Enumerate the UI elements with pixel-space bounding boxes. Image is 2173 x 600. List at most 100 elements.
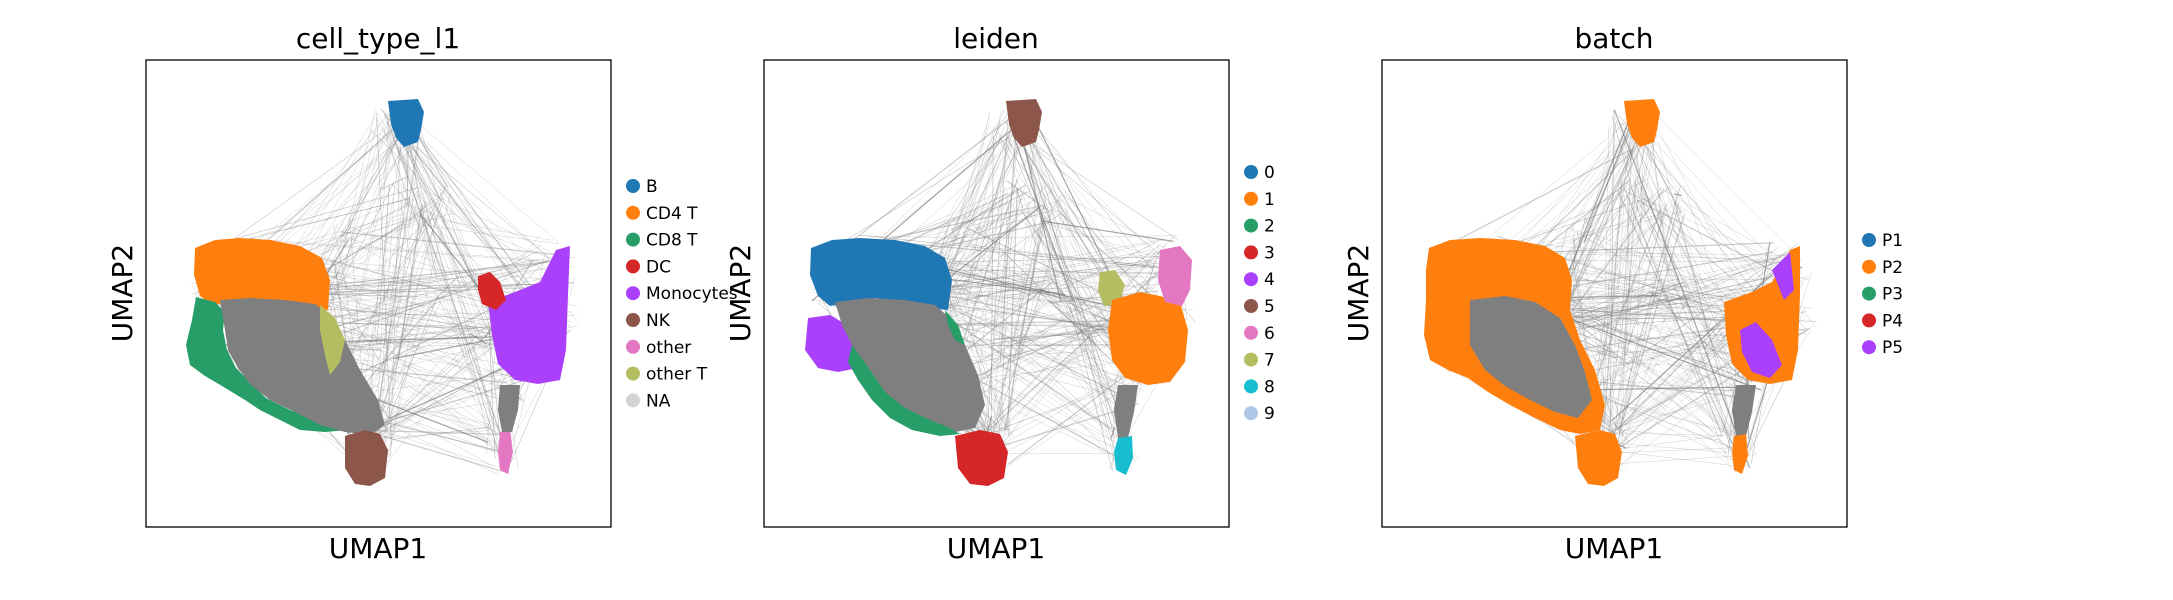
graph-edge: [416, 133, 523, 294]
legend-swatch: [1862, 233, 1876, 247]
cluster-layer: [1424, 99, 1800, 486]
graph-edge: [1616, 189, 1735, 448]
legend-swatch: [1244, 191, 1258, 206]
graph-edge: [949, 124, 1001, 279]
graph-edge: [1611, 262, 1786, 422]
graph-edge: [1057, 290, 1077, 304]
graph-edge: [1620, 122, 1755, 448]
graph-edge: [953, 290, 967, 296]
graph-edge: [1040, 220, 1174, 242]
graph-edge: [319, 318, 503, 382]
graph-edge: [993, 428, 1009, 433]
plot-frame: [145, 59, 612, 528]
graph-edge: [959, 323, 1116, 388]
graph-edge: [883, 131, 1015, 236]
graph-edge: [451, 245, 542, 292]
graph-edge: [966, 115, 1018, 305]
graph-edge: [1569, 382, 1756, 393]
graph-edge: [1601, 121, 1616, 455]
graph-edge: [1624, 203, 1667, 361]
graph-edge: [1612, 109, 1730, 436]
graph-edge: [341, 282, 511, 430]
graph-edge: [1021, 120, 1128, 434]
cluster-dc: [478, 272, 506, 310]
graph-edge: [488, 326, 496, 460]
legend-label: P3: [1882, 285, 1903, 305]
graph-edge: [1624, 329, 1745, 423]
graph-edge: [1545, 272, 1734, 462]
graph-edge: [1683, 185, 1733, 330]
graph-edge: [1653, 130, 1789, 278]
cluster-1: [1108, 292, 1188, 385]
graph-edge: [1022, 114, 1123, 377]
graph-edge: [960, 134, 1023, 281]
graph-edge: [379, 185, 446, 418]
graph-edge: [1555, 277, 1798, 323]
graph-edge: [418, 279, 500, 456]
graph-edge: [1608, 126, 1613, 136]
graph-edge: [1634, 183, 1676, 292]
graph-edge: [1611, 185, 1681, 445]
x-axis-label: UMAP1: [947, 532, 1046, 565]
graph-edge: [1743, 369, 1791, 465]
graph-edge: [207, 186, 422, 247]
graph-edge: [1636, 152, 1642, 189]
graph-edge: [1593, 134, 1648, 401]
graph-edge: [879, 205, 1041, 242]
graph-edge: [387, 346, 477, 463]
graph-edge: [422, 217, 499, 449]
graph-edge: [392, 134, 506, 403]
cluster-stream: [1114, 385, 1138, 438]
graph-edge: [1640, 135, 1651, 197]
graph-edge: [979, 347, 1088, 428]
cluster-top: [1624, 99, 1660, 147]
graph-edge: [1017, 216, 1046, 347]
graph-edge: [1043, 222, 1169, 261]
graph-edge: [919, 304, 1096, 344]
graph-edge: [336, 110, 376, 278]
graph-edge: [1602, 447, 1732, 454]
graph-edge: [361, 429, 510, 474]
graph-edge: [375, 219, 426, 354]
graph-edge: [373, 210, 440, 445]
graph-edge: [381, 175, 409, 190]
graph-edge: [1641, 186, 1690, 296]
cluster-nk: [345, 430, 388, 486]
graph-edge: [392, 337, 501, 360]
graph-edge: [1646, 194, 1730, 324]
graph-edge: [954, 188, 1053, 291]
graph-edge: [385, 122, 557, 264]
legend-swatch: [1862, 259, 1876, 274]
graph-edge: [268, 138, 400, 259]
graph-edge: [968, 203, 1007, 226]
graph-edge: [966, 300, 994, 440]
x-axis-label: UMAP1: [329, 532, 428, 565]
legend-label: DC: [646, 257, 671, 277]
panel-batch: batch UMAP1 UMAP2 P1 P2 P3 P4 P5: [1342, 22, 1903, 565]
graph-edge: [1624, 112, 1777, 312]
graph-edge: [933, 324, 1130, 326]
graph-edge: [308, 124, 380, 253]
graph-edge: [1619, 201, 1680, 433]
graph-edge: [312, 205, 428, 306]
graph-edge: [370, 130, 552, 311]
graph-edge: [943, 264, 1057, 300]
graph-edge: [1556, 136, 1646, 332]
graph-edge: [1060, 194, 1176, 254]
graph-edge: [329, 218, 428, 323]
graph-edge: [991, 287, 1043, 437]
graph-edge: [1064, 189, 1131, 286]
graph-edge: [323, 298, 523, 400]
graph-edge: [823, 114, 1015, 264]
graph-edge: [339, 138, 399, 242]
graph-edge: [293, 306, 515, 322]
graph-edge: [1583, 107, 1638, 243]
panel-title: leiden: [953, 22, 1039, 55]
graph-edge: [951, 216, 1140, 460]
graph-edge: [918, 264, 1162, 308]
legend-label: P4: [1882, 311, 1903, 331]
graph-edge: [1041, 218, 1126, 453]
graph-edge: [948, 149, 1033, 323]
graph-edge: [409, 125, 555, 265]
graph-edge: [1036, 152, 1116, 467]
